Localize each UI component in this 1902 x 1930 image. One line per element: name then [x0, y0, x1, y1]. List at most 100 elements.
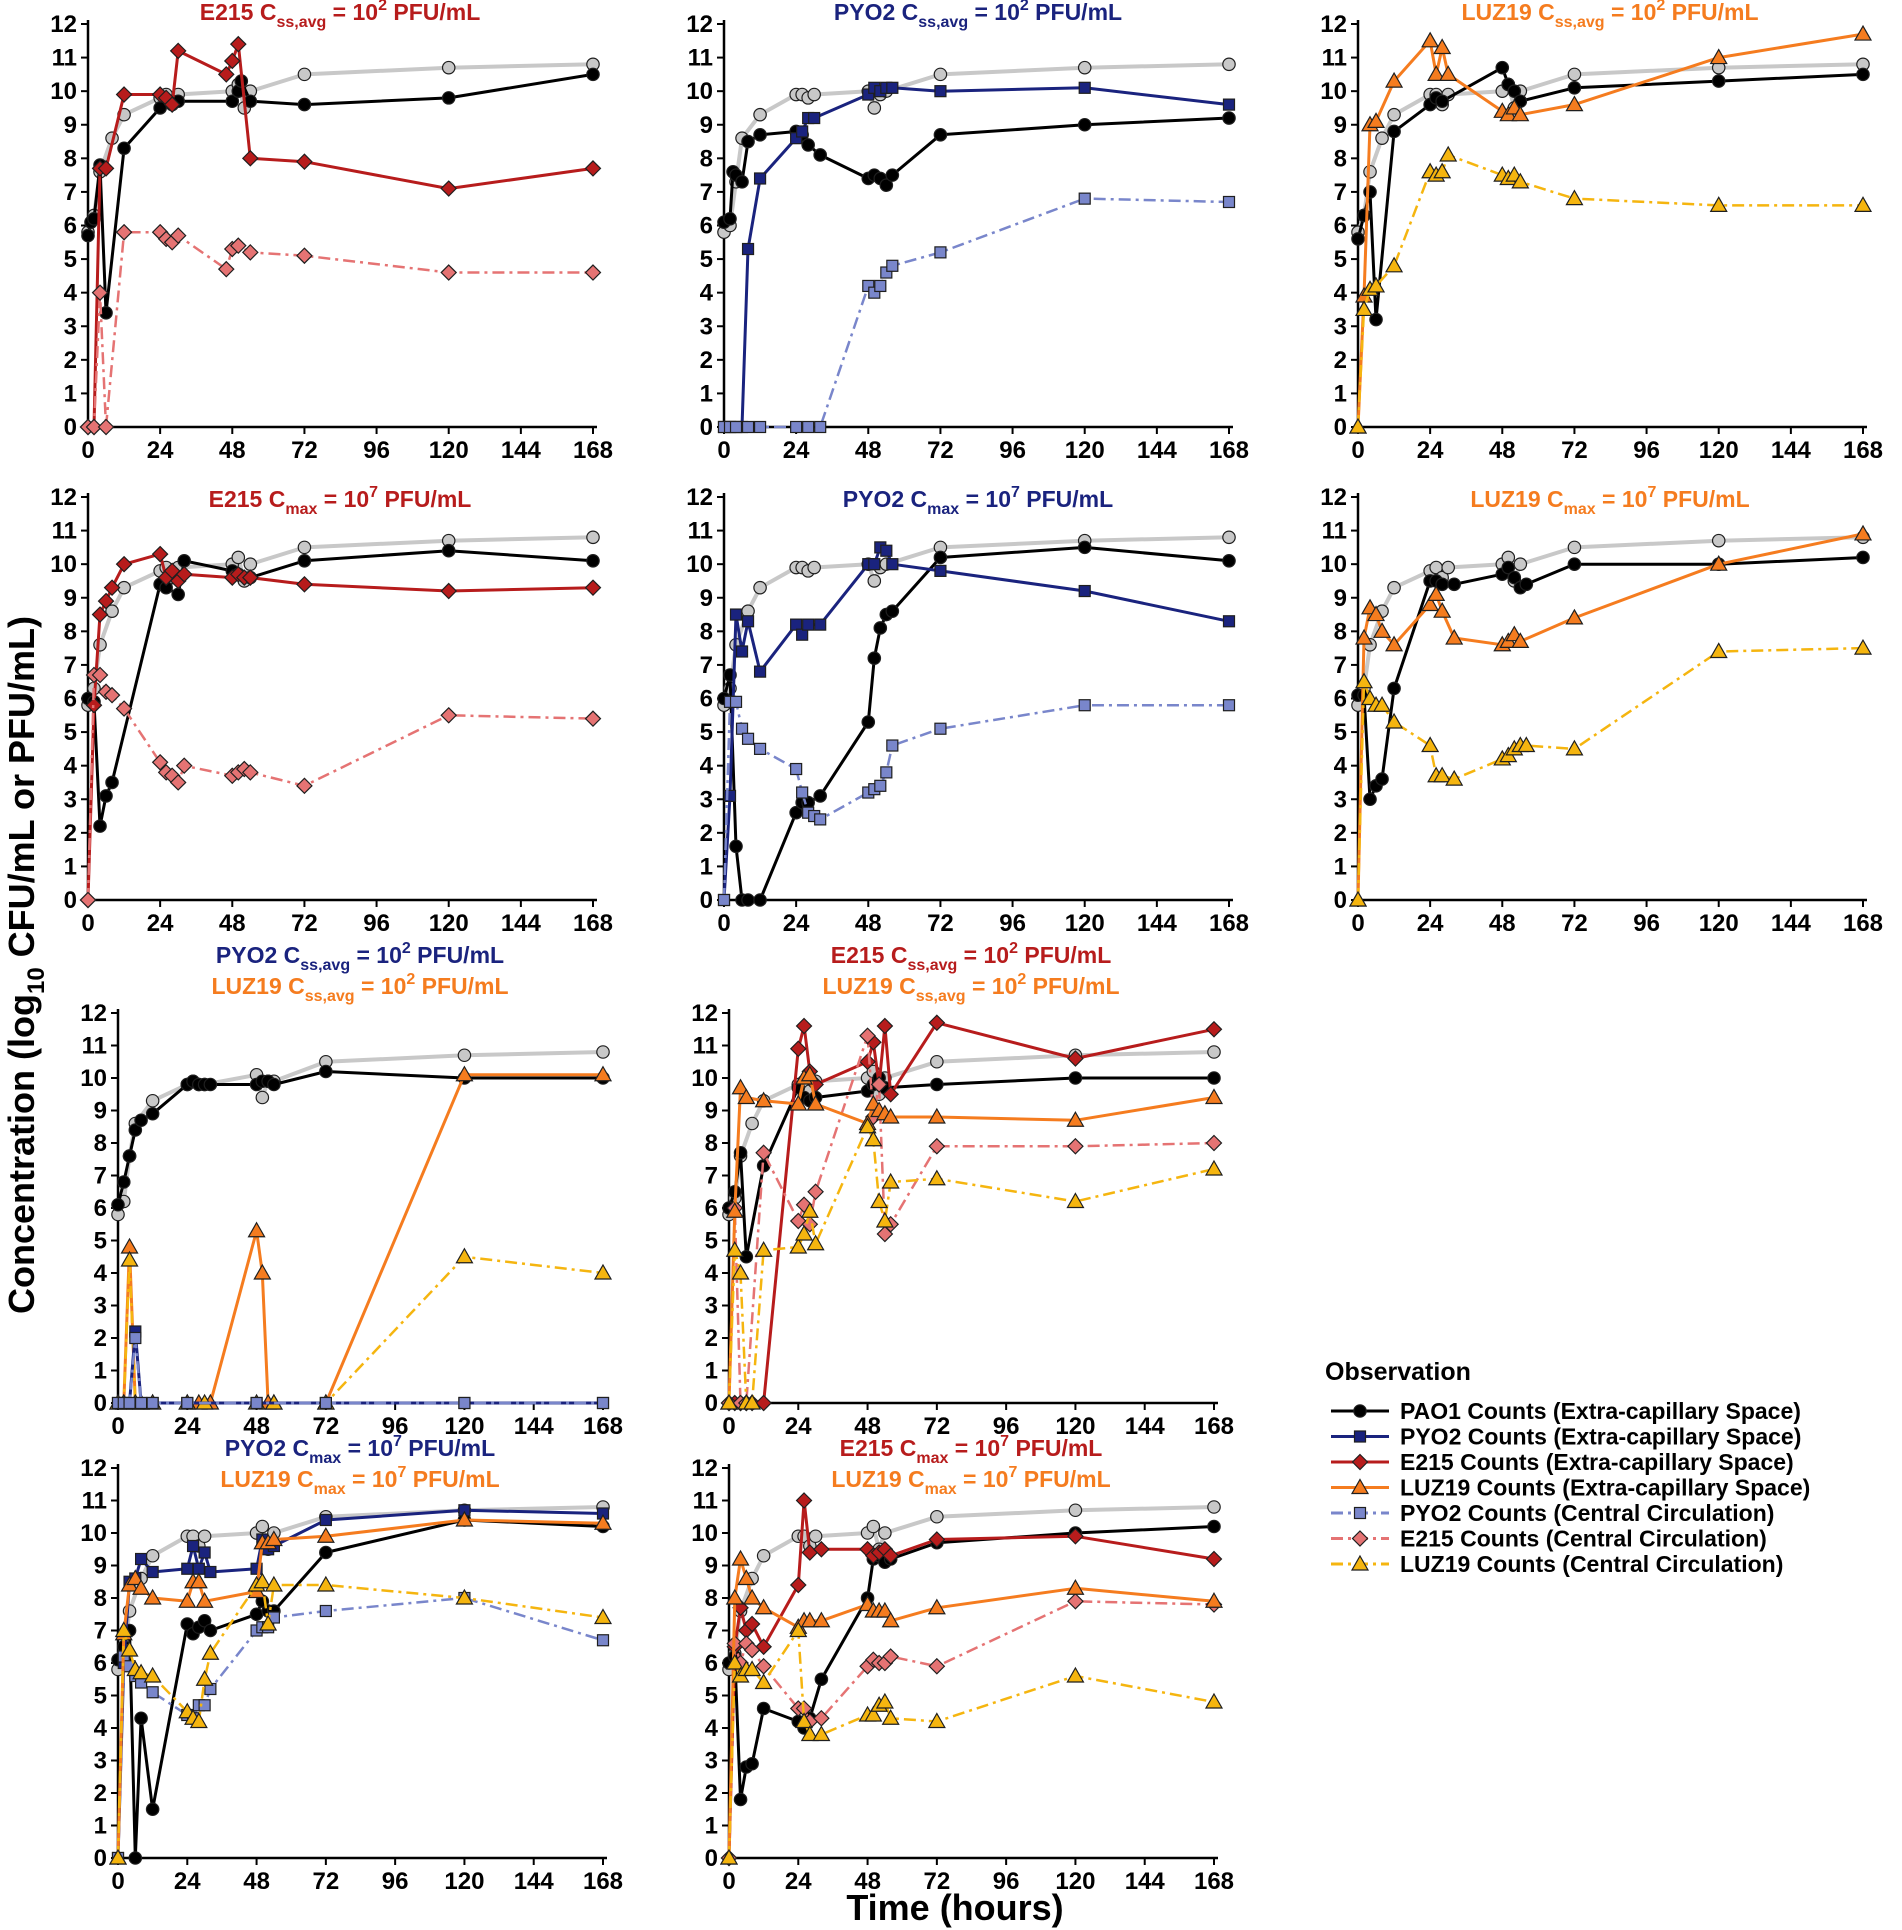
data-point-ctrl	[807, 560, 821, 575]
y-tick-label: 5	[94, 1228, 107, 1255]
data-point-e215c	[928, 1137, 946, 1155]
data-point-e215c	[151, 753, 169, 771]
panel-title: PYO2 Cmax = 107 PFU/mL	[843, 484, 1113, 518]
data-point-luz19	[1354, 628, 1374, 645]
x-tick-label: 120	[1055, 1413, 1095, 1440]
data-point-pyo2	[796, 628, 809, 641]
y-tick-label: 9	[1334, 585, 1347, 612]
x-tick-label: 0	[1351, 437, 1364, 464]
data-point-luz19c	[189, 1712, 208, 1729]
data-point-pao1	[723, 211, 737, 226]
data-point-pyo2c	[319, 1604, 332, 1618]
data-point-pyo2	[790, 618, 803, 631]
y-tick-label: 11	[1322, 518, 1347, 545]
panel-title: LUZ19 Css,avg = 102 PFU/mL	[822, 971, 1119, 1005]
x-tick-label: 0	[722, 1868, 735, 1895]
panel-title-run: PFU/mL	[406, 1466, 499, 1492]
panel-title-run: PFU/mL	[1656, 486, 1749, 512]
data-point-pyo2	[134, 1552, 148, 1566]
data-point-pyo2c	[458, 1396, 471, 1410]
series-e215	[720, 1014, 1223, 1412]
data-point-pao1	[1507, 570, 1522, 585]
panel-title-run: max	[927, 501, 959, 518]
panel-title-run: = 10	[948, 1435, 1000, 1461]
data-point-luz19	[1421, 31, 1440, 48]
x-tick-label: 72	[291, 437, 318, 464]
data-point-pyo2c	[874, 279, 887, 293]
data-point-pyo2c	[198, 1699, 211, 1712]
panel-title-run: LUZ19 C	[211, 973, 304, 999]
data-point-pyo2	[729, 608, 743, 621]
x-tick-label: 120	[1699, 437, 1739, 464]
panel-title-run: 7	[1008, 1464, 1017, 1481]
data-point-pao1	[203, 1077, 218, 1092]
data-point-luz19c	[114, 1621, 133, 1638]
data-point-e215c	[91, 666, 109, 684]
data-point-e215	[103, 579, 121, 597]
data-point-pao1	[1068, 1071, 1083, 1085]
panel-title-run: ss,avg	[907, 957, 957, 974]
data-point-e215c	[928, 1657, 946, 1675]
data-point-pyo2	[886, 558, 899, 571]
panel-title: E215 Css,avg = 102 PFU/mL	[200, 0, 481, 31]
data-point-pyo2	[146, 1565, 159, 1579]
y-tick-label: 6	[700, 213, 713, 240]
data-point-pao1	[933, 550, 948, 565]
data-point-pyo2c	[790, 762, 803, 776]
data-point-luz19	[178, 1592, 197, 1608]
x-tick-label: 48	[855, 437, 882, 464]
data-point-e215c	[882, 1648, 900, 1665]
series-line-luz19c	[727, 1629, 1215, 1859]
data-point-e215c	[91, 284, 109, 302]
panel-title-run: PFU/mL	[411, 942, 504, 968]
x-tick-label: 24	[783, 910, 810, 937]
y-tick-label: 12	[1320, 484, 1347, 511]
panel-title-run: PFU/mL	[378, 486, 471, 512]
data-point-luz19c	[800, 1725, 819, 1742]
data-point-luz19c	[719, 1393, 739, 1410]
data-point-e215	[115, 86, 133, 103]
x-tick-label: 72	[927, 910, 954, 937]
data-point-luz19	[1367, 605, 1386, 622]
data-point-luz19c	[132, 1663, 151, 1680]
panel-title-run: PFU/mL	[402, 1435, 495, 1461]
data-point-luz19c	[1511, 172, 1530, 189]
series-line-pyo2c	[724, 197, 1230, 429]
y-tick-label: 1	[1334, 380, 1347, 407]
series-e215	[720, 1492, 1223, 1867]
panel-title-run: 7	[1647, 484, 1656, 501]
data-point-pyo2c	[886, 259, 899, 272]
y-tick-label: 10	[691, 1065, 718, 1092]
data-point-e215	[584, 160, 602, 177]
data-point-pao1	[203, 1623, 218, 1638]
x-tick-label: 72	[927, 437, 954, 464]
panel-title: PYO2 Cmax = 107 PFU/mL	[225, 1433, 495, 1467]
data-point-pyo2c	[181, 1396, 194, 1410]
y-tick-label: 0	[1334, 414, 1347, 441]
x-tick-label: 120	[444, 1868, 484, 1895]
data-point-pyo2c	[741, 420, 755, 434]
data-point-pao1	[1375, 772, 1389, 786]
y-tick-label: 0	[1334, 887, 1347, 914]
data-point-pao1	[813, 148, 827, 162]
panel-title-run: max	[925, 1481, 957, 1498]
data-point-ctrl	[1068, 1503, 1083, 1518]
panel-title-run: PYO2 C	[225, 1435, 309, 1461]
y-tick-label: 4	[64, 753, 78, 780]
data-point-luz19c	[725, 1241, 744, 1257]
x-tick-label: 0	[81, 910, 94, 937]
data-point-luz19c	[1367, 276, 1386, 293]
y-tick-label: 0	[64, 414, 77, 441]
y-tick-label: 6	[94, 1650, 107, 1677]
series-pao1	[1351, 60, 1870, 327]
x-tick-label: 96	[999, 437, 1026, 464]
data-point-luz19c	[795, 1712, 814, 1729]
y-tick-label: 5	[1334, 246, 1347, 273]
data-point-pyo2c	[735, 722, 749, 735]
data-point-e215	[1205, 1550, 1223, 1568]
legend-label: PAO1 Counts (Extra-capillary Space)	[1400, 1398, 1801, 1424]
data-point-pyo2c	[796, 786, 809, 799]
data-point-pyo2c	[934, 246, 947, 259]
y-tick-label: 0	[705, 1845, 718, 1872]
data-point-luz19c	[858, 1117, 877, 1134]
